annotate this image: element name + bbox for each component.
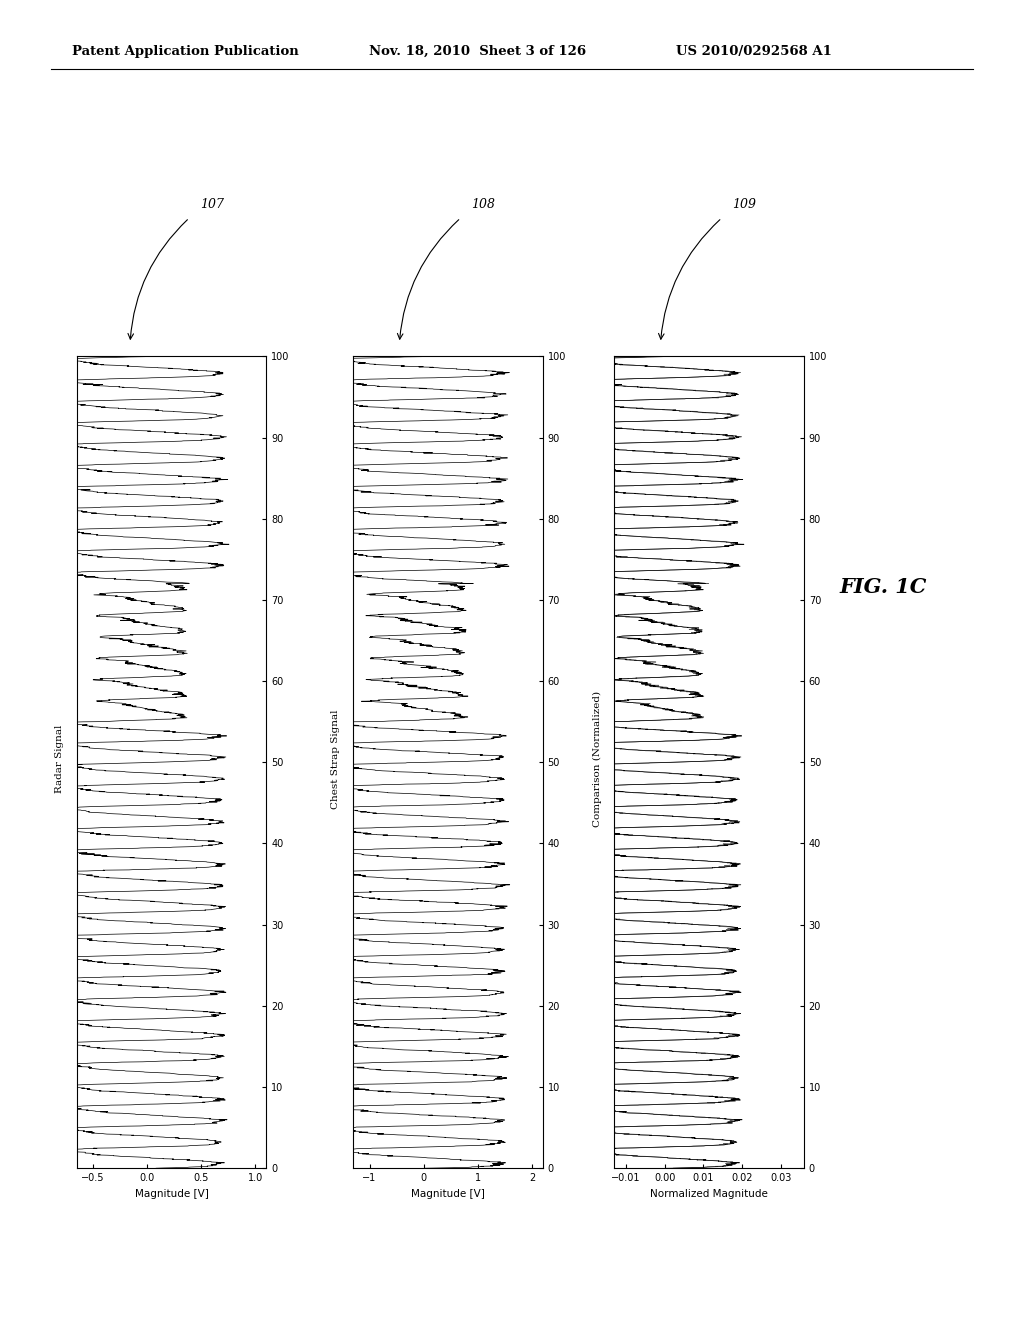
Text: Patent Application Publication: Patent Application Publication <box>72 45 298 58</box>
Text: Nov. 18, 2010  Sheet 3 of 126: Nov. 18, 2010 Sheet 3 of 126 <box>369 45 586 58</box>
Text: Chest Strap Signal: Chest Strap Signal <box>332 709 340 809</box>
X-axis label: Magnitude [V]: Magnitude [V] <box>134 1188 209 1199</box>
X-axis label: Normalized Magnitude: Normalized Magnitude <box>650 1188 768 1199</box>
Text: Radar Signal: Radar Signal <box>55 725 63 793</box>
Text: 109: 109 <box>732 198 756 211</box>
Text: 108: 108 <box>471 198 495 211</box>
Text: 107: 107 <box>200 198 223 211</box>
Text: US 2010/0292568 A1: US 2010/0292568 A1 <box>676 45 831 58</box>
Text: Comparison (Normalized): Comparison (Normalized) <box>593 690 601 828</box>
Text: FIG. 1C: FIG. 1C <box>840 577 927 598</box>
X-axis label: Magnitude [V]: Magnitude [V] <box>411 1188 485 1199</box>
